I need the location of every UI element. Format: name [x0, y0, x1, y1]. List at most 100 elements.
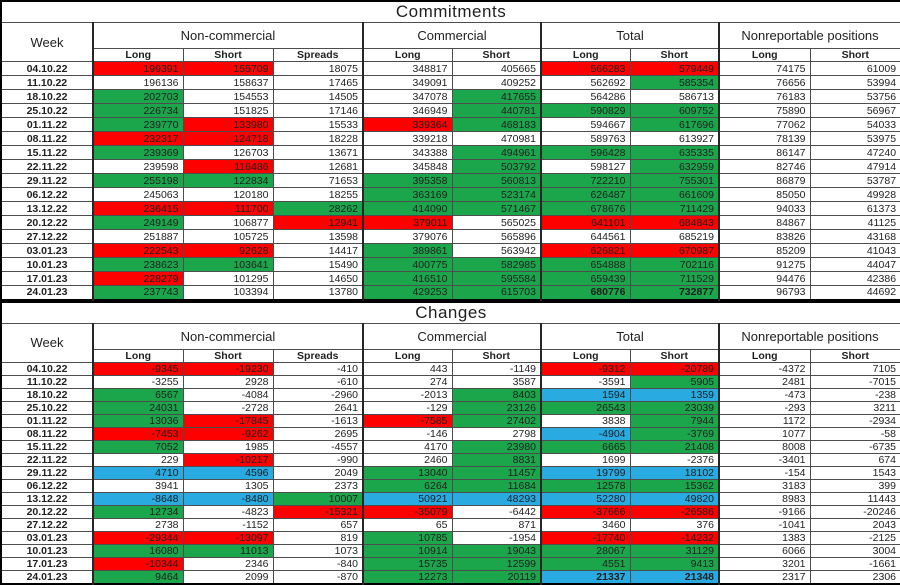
- week-cell: 11.10.22: [0, 75, 94, 90]
- week-cell: 10.01.23: [0, 543, 94, 558]
- value-cell: 594667: [540, 117, 631, 132]
- value-cell: 44692: [809, 285, 900, 300]
- week-cell: 08.11.22: [0, 426, 94, 441]
- value-cell: 589763: [540, 131, 631, 146]
- value-cell: -154: [718, 465, 811, 480]
- value-cell: 7052: [92, 439, 184, 454]
- value-cell: 598127: [540, 159, 631, 174]
- column-header: Long: [362, 348, 453, 363]
- changes-table: Changes Week Non-commercial Commercial Total…: [0, 300, 900, 585]
- value-cell: 13780: [272, 285, 364, 300]
- column-header: Long: [92, 48, 184, 62]
- value-cell: 9413: [629, 556, 720, 571]
- value-cell: 8008: [718, 439, 811, 454]
- value-cell: 711429: [629, 201, 720, 216]
- column-group-header: Commercial: [362, 22, 542, 49]
- value-cell: -13097: [182, 530, 274, 545]
- value-cell: 196136: [92, 75, 184, 90]
- value-cell: 440781: [451, 103, 542, 118]
- column-group-header: Nonreportable positions: [718, 322, 900, 350]
- table-row: 03.01.23 222543 92628 14417 389861 563942 6268…: [0, 243, 900, 258]
- value-cell: -9262: [182, 426, 274, 441]
- value-cell: 236415: [92, 201, 184, 216]
- value-cell: 6066: [718, 543, 811, 558]
- value-cell: 3460: [540, 517, 631, 532]
- value-cell: 75890: [718, 103, 811, 118]
- table-row: 27.12.22 251887 105725 13598 379076 565896 644…: [0, 229, 900, 244]
- value-cell: 632959: [629, 159, 720, 174]
- table-row: 10.01.23 238623 103641 15490 400775 582985 654…: [0, 257, 900, 272]
- value-cell: 41043: [809, 243, 900, 258]
- value-cell: 6665: [540, 439, 631, 454]
- value-cell: 17146: [272, 103, 364, 118]
- value-cell: 3838: [540, 413, 631, 428]
- value-cell: -7585: [362, 413, 453, 428]
- value-cell: 8403: [451, 387, 542, 402]
- value-cell: 106877: [182, 215, 274, 230]
- column-header: Short: [809, 348, 900, 363]
- value-cell: 10007: [272, 491, 364, 506]
- week-cell: 29.11.22: [0, 465, 94, 480]
- value-cell: 615703: [451, 285, 542, 300]
- value-cell: 644561: [540, 229, 631, 244]
- value-cell: 94476: [718, 271, 811, 286]
- value-cell: 429253: [362, 285, 453, 300]
- value-cell: -2125: [809, 530, 900, 545]
- table-title: Commitments: [0, 0, 900, 23]
- week-cell: 03.01.23: [0, 243, 94, 258]
- value-cell: 678676: [540, 201, 631, 216]
- table-row: 20.12.22 12734 -4823 -15321 -35079 -6442 -3766…: [0, 504, 900, 519]
- value-cell: -14232: [629, 530, 720, 545]
- week-cell: 01.11.22: [0, 413, 94, 428]
- value-cell: 680776: [540, 285, 631, 300]
- value-cell: 17465: [272, 75, 364, 90]
- value-cell: -20789: [629, 361, 720, 376]
- value-cell: 12681: [272, 159, 364, 174]
- commitments-table-section: Commitments Week Non-commercial Commercial T…: [0, 0, 900, 301]
- value-cell: 53994: [809, 75, 900, 90]
- value-cell: -2376: [629, 452, 720, 467]
- value-cell: 871: [451, 517, 542, 532]
- value-cell: 711529: [629, 271, 720, 286]
- week-cell: 15.11.22: [0, 439, 94, 454]
- value-cell: 42386: [809, 271, 900, 286]
- value-cell: 13040: [362, 465, 453, 480]
- table-row: 29.11.22 255198 122834 71653 395358 560813 722…: [0, 173, 900, 188]
- value-cell: -26586: [629, 504, 720, 519]
- value-cell: 617696: [629, 117, 720, 132]
- value-cell: 77062: [718, 117, 811, 132]
- table-row: 24.01.23 237743 103394 13780 429253 615703 680…: [0, 285, 900, 300]
- value-cell: -2960: [272, 387, 364, 402]
- value-cell: 19043: [451, 543, 542, 558]
- value-cell: 76183: [718, 89, 811, 104]
- value-cell: -15321: [272, 504, 364, 519]
- table-row: 25.10.22 24031 -2728 2641 -129 23126 26543 2303…: [0, 400, 900, 415]
- table-row: 08.11.22 232317 124718 18228 339218 470981 589…: [0, 131, 900, 146]
- value-cell: 71653: [272, 173, 364, 188]
- value-cell: 2481: [718, 374, 811, 389]
- value-cell: 23039: [629, 400, 720, 415]
- value-cell: -20246: [809, 504, 900, 519]
- value-cell: 103641: [182, 257, 274, 272]
- value-cell: 3004: [809, 543, 900, 558]
- value-cell: 560813: [451, 173, 542, 188]
- value-cell: 722210: [540, 173, 631, 188]
- value-cell: 151825: [182, 103, 274, 118]
- value-cell: 635335: [629, 145, 720, 160]
- column-header: Spreads: [272, 348, 364, 363]
- value-cell: 239770: [92, 117, 184, 132]
- value-cell: 3587: [451, 374, 542, 389]
- value-cell: -990: [272, 452, 364, 467]
- value-cell: 31129: [629, 543, 720, 558]
- value-cell: 11443: [809, 491, 900, 506]
- value-cell: 12734: [92, 504, 184, 519]
- table-row: 13.12.22 236415 111700 28262 414090 571467 678…: [0, 201, 900, 216]
- value-cell: 379076: [362, 229, 453, 244]
- value-cell: 24031: [92, 400, 184, 415]
- week-cell: 17.01.23: [0, 271, 94, 286]
- value-cell: 596428: [540, 145, 631, 160]
- value-cell: 21408: [629, 439, 720, 454]
- value-cell: -8648: [92, 491, 184, 506]
- column-header: Long: [540, 348, 631, 363]
- value-cell: 82746: [718, 159, 811, 174]
